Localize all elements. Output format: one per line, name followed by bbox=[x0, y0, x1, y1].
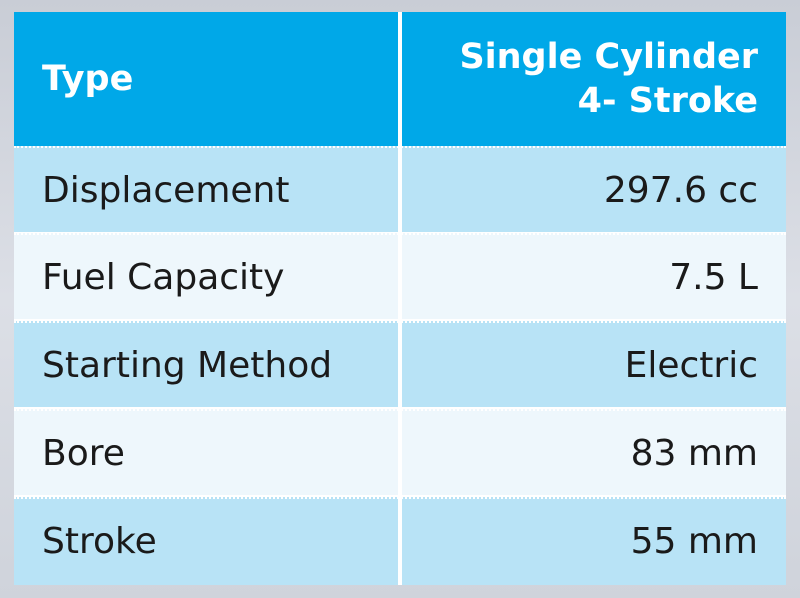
row-label: Stroke bbox=[42, 520, 157, 562]
row-label: Bore bbox=[42, 432, 125, 474]
row-value: 297.6 cc bbox=[603, 169, 758, 211]
row-value: 7.5 L bbox=[669, 256, 758, 298]
row-value: 55 mm bbox=[630, 520, 758, 562]
header-label: Type bbox=[42, 59, 134, 99]
header-value-line1: Single Cylinder bbox=[459, 37, 758, 77]
spec-table: Type Single Cylinder 4- Stroke Displacem… bbox=[14, 12, 786, 585]
row-label: Starting Method bbox=[42, 344, 333, 386]
row-label: Fuel Capacity bbox=[42, 256, 285, 298]
row-value: 83 mm bbox=[630, 432, 758, 474]
header-value: Single Cylinder 4- Stroke bbox=[398, 12, 758, 146]
header-value-line2: 4- Stroke bbox=[577, 81, 758, 121]
row-label: Displacement bbox=[42, 169, 290, 211]
row-value: Electric bbox=[624, 344, 758, 386]
column-divider bbox=[398, 12, 402, 585]
